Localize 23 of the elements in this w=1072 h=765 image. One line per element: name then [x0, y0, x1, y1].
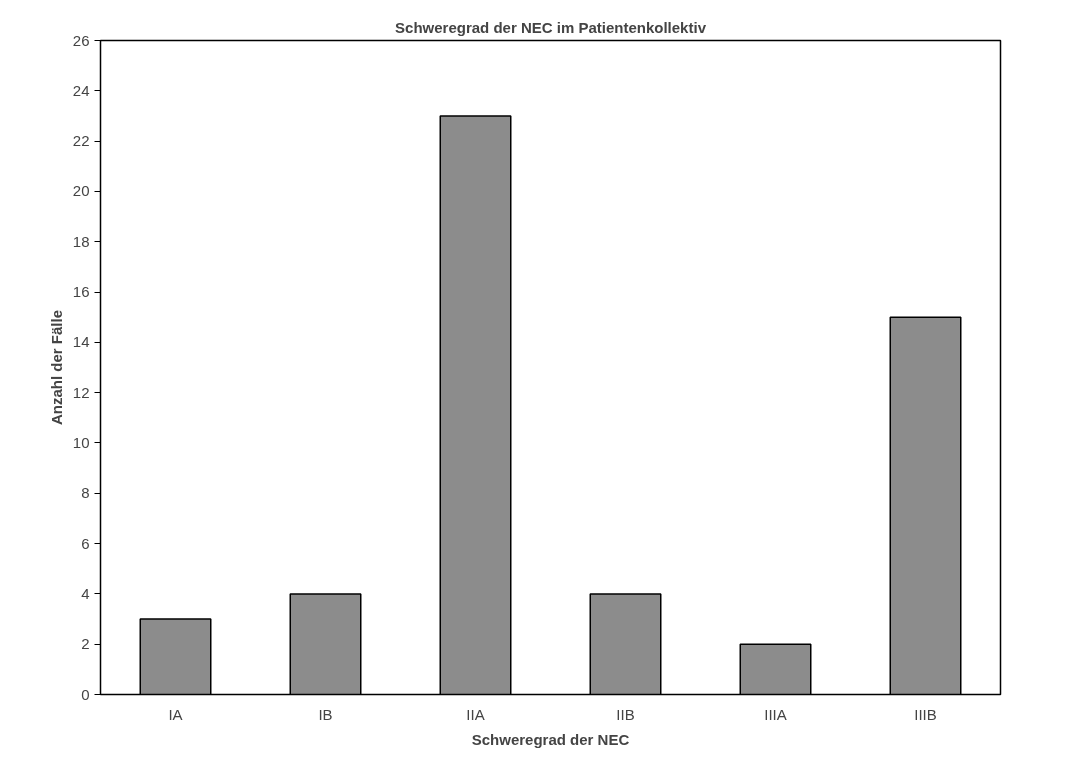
y-tick-label: 8 [81, 484, 90, 502]
x-tick-label: IA [168, 705, 183, 723]
chart-title: Schweregrad der NEC im Patientenkollektiv [395, 18, 707, 36]
x-tick-label: IIIB [914, 705, 937, 723]
y-tick-label: 12 [72, 383, 90, 401]
y-tick-label: 14 [72, 333, 90, 351]
x-tick-label: IIIA [764, 705, 787, 723]
y-tick-label: 2 [81, 635, 90, 653]
x-axis-title: Schweregrad der NEC [471, 730, 630, 748]
y-tick-label: 20 [72, 182, 90, 200]
y-tick-label: 22 [72, 132, 90, 150]
x-tick-label: IIB [616, 705, 635, 723]
x-tick-label: IIA [466, 705, 485, 723]
y-tick-label: 6 [81, 534, 90, 552]
y-tick-label: 24 [72, 81, 90, 99]
x-tick-label: IB [318, 705, 333, 723]
y-tick-label: 0 [81, 685, 90, 703]
y-tick-label: 26 [72, 31, 90, 49]
y-tick-label: 4 [81, 584, 90, 602]
y-axis-title: Anzahl der Fälle [47, 309, 65, 426]
y-tick-label: 10 [72, 433, 90, 451]
y-tick-label: 18 [72, 232, 90, 250]
y-tick-label: 16 [72, 283, 90, 301]
